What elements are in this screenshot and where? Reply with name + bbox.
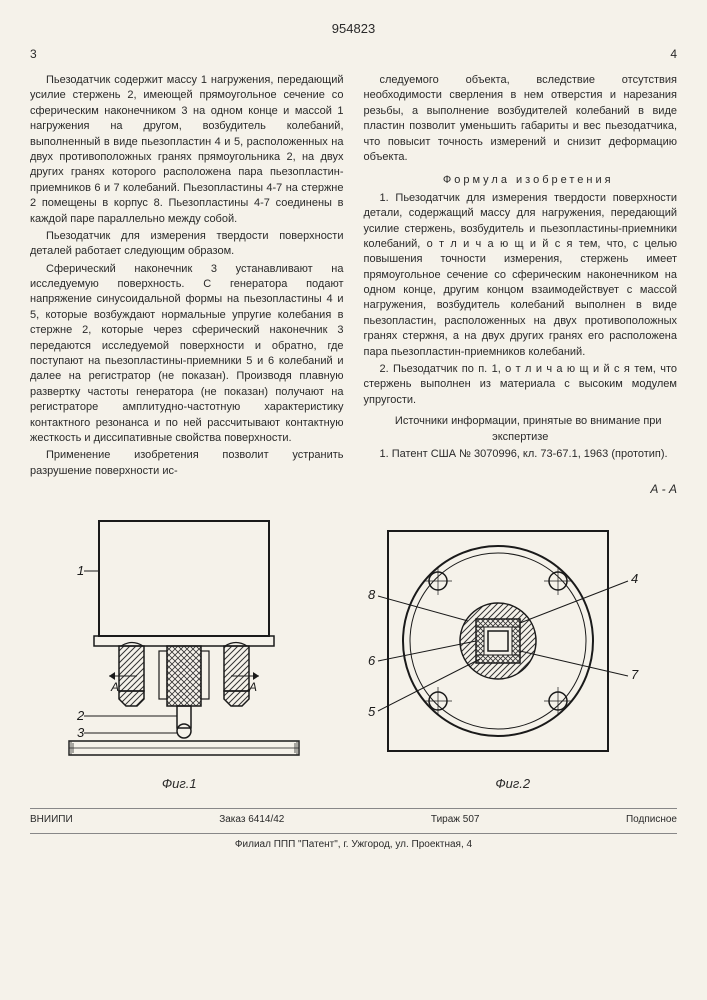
footer-sub: Подписное	[626, 813, 677, 827]
claim2: 2. Пьезодатчик по п. 1, о т л и ч а ю щ …	[364, 362, 678, 408]
fig2-ref4: 4	[631, 571, 638, 586]
fig1-ref1: 1	[77, 563, 84, 578]
fig2-ref6: 6	[368, 653, 376, 668]
figure-1: 1 2 3 А А Фиг.1	[49, 511, 309, 793]
sources-title: Источники информации, принятые во вниман…	[364, 414, 678, 445]
page-number-row: 3 4	[30, 46, 677, 63]
fig1-ref2: 2	[76, 708, 85, 723]
fig1-ref3: 3	[77, 725, 85, 740]
fig1-A-left: А	[110, 680, 119, 694]
fig2-ref5: 5	[368, 704, 376, 719]
right-column: следуемого объекта, вследствие отсутстви…	[364, 73, 678, 481]
footer-address: Филиал ППП "Патент", г. Ужгород, ул. Про…	[30, 833, 677, 852]
source1: 1. Патент США № 3070996, кл. 73-67.1, 19…	[364, 447, 678, 462]
fig1-svg: 1 2 3 А А	[49, 511, 309, 771]
page-num-left: 3	[30, 46, 37, 63]
footer-order: Заказ 6414/42	[219, 813, 284, 827]
para3: Сферический наконечник 3 устанавливают н…	[30, 262, 344, 447]
page-num-right: 4	[670, 46, 677, 63]
formula-title: Формула изобретения	[364, 173, 678, 188]
fig1-caption: Фиг.1	[49, 775, 309, 793]
footer-tirage: Тираж 507	[431, 813, 480, 827]
para2: Пьезодатчик для измерения твердости пове…	[30, 229, 344, 260]
left-column: Пьезодатчик содержит массу 1 нагружения,…	[30, 73, 344, 481]
para4: Применение изобретения позволит устранит…	[30, 448, 344, 479]
figures-row: 1 2 3 А А Фиг.1	[30, 511, 677, 793]
footer-row: ВНИИПИ Заказ 6414/42 Тираж 507 Подписное	[30, 808, 677, 827]
fig2-ref8: 8	[368, 587, 376, 602]
figure-2: 4 5 6 7 8 Фиг.2	[368, 511, 658, 793]
claim1: 1. Пьезодатчик для измерения твердости п…	[364, 191, 678, 360]
fig2-svg: 4 5 6 7 8	[368, 511, 658, 771]
para1: Пьезодатчик содержит массу 1 нагружения,…	[30, 73, 344, 227]
document-number: 954823	[30, 20, 677, 38]
section-A-A-label: А - А	[30, 481, 677, 498]
fig2-caption: Фиг.2	[368, 775, 658, 793]
fig1-A-right: А	[248, 680, 257, 694]
footer-org: ВНИИПИ	[30, 813, 73, 827]
fig2-ref7: 7	[631, 667, 639, 682]
text-columns: Пьезодатчик содержит массу 1 нагружения,…	[30, 73, 677, 481]
para-cont: следуемого объекта, вследствие отсутстви…	[364, 73, 678, 165]
